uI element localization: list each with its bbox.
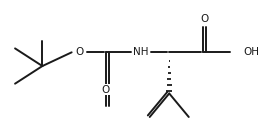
Text: O: O [75, 47, 84, 57]
Text: OH: OH [243, 47, 260, 57]
Text: O: O [102, 85, 110, 95]
Text: O: O [200, 14, 209, 24]
Text: NH: NH [133, 47, 149, 57]
